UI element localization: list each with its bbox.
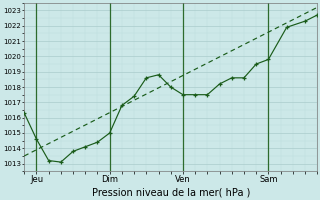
X-axis label: Pression niveau de la mer( hPa ): Pression niveau de la mer( hPa )	[92, 187, 250, 197]
